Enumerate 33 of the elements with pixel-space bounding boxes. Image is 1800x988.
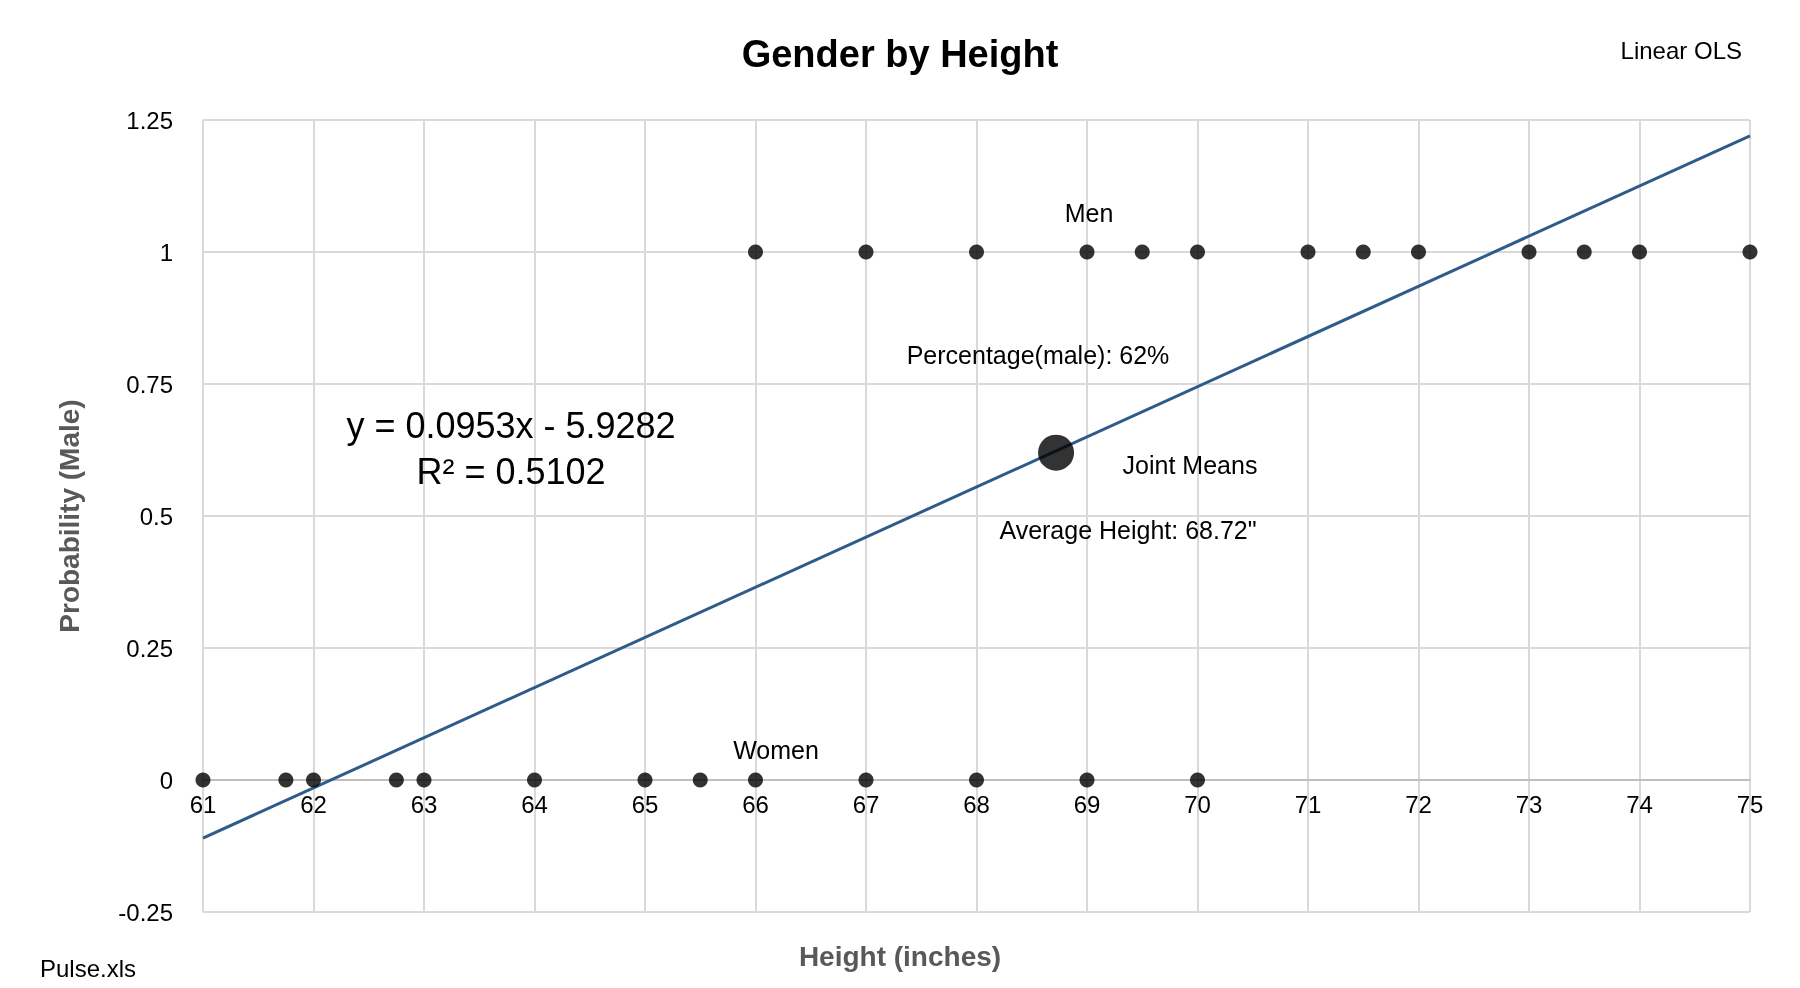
y-tick-label: 0.75 (126, 370, 173, 398)
x-tick-label: 69 (1073, 790, 1101, 818)
x-tick-label: 67 (852, 790, 880, 818)
x-tick-label: 73 (1515, 790, 1543, 818)
y-tick-label: 1.25 (126, 106, 173, 134)
x-tick-label: 68 (963, 790, 990, 818)
x-tick-label: 65 (631, 790, 659, 818)
text: Linear OLS (1620, 36, 1742, 64)
annotation: Average Height: 68.72" (999, 516, 1257, 544)
x-tick-label: 66 (742, 790, 769, 818)
annotation: Percentage(male): 62% (906, 341, 1170, 369)
x-tick-label: 70 (1184, 790, 1211, 818)
annotation: Men (1064, 199, 1114, 227)
annotation: Joint Means (1122, 451, 1258, 479)
y-tick-label: 0.5 (139, 502, 173, 530)
y-tick-label: -0.25 (118, 898, 173, 926)
x-tick-label: 61 (189, 790, 217, 818)
x-tick-label: 75 (1736, 790, 1764, 818)
x-tick-label: 62 (300, 790, 327, 818)
x-tick-label: 64 (521, 790, 548, 818)
x-tick-label: 63 (410, 790, 438, 818)
y-axis-title: Probability (Male) (53, 399, 85, 633)
annotation: Women (733, 736, 819, 764)
y-tick-label: 0.25 (126, 634, 173, 662)
text: Pulse.xls (40, 954, 137, 982)
y-tick-label: 0 (159, 766, 173, 794)
x-tick-label: 71 (1294, 790, 1322, 818)
x-tick-label: 74 (1626, 790, 1653, 818)
chart-title: Gender by Height (741, 33, 1059, 75)
annotation: y = 0.0953x - 5.9282 R² = 0.5102 (346, 404, 676, 492)
x-tick-label: 72 (1405, 790, 1432, 818)
x-axis-title: Height (inches) (798, 940, 1002, 972)
y-tick-label: 1 (159, 238, 173, 266)
